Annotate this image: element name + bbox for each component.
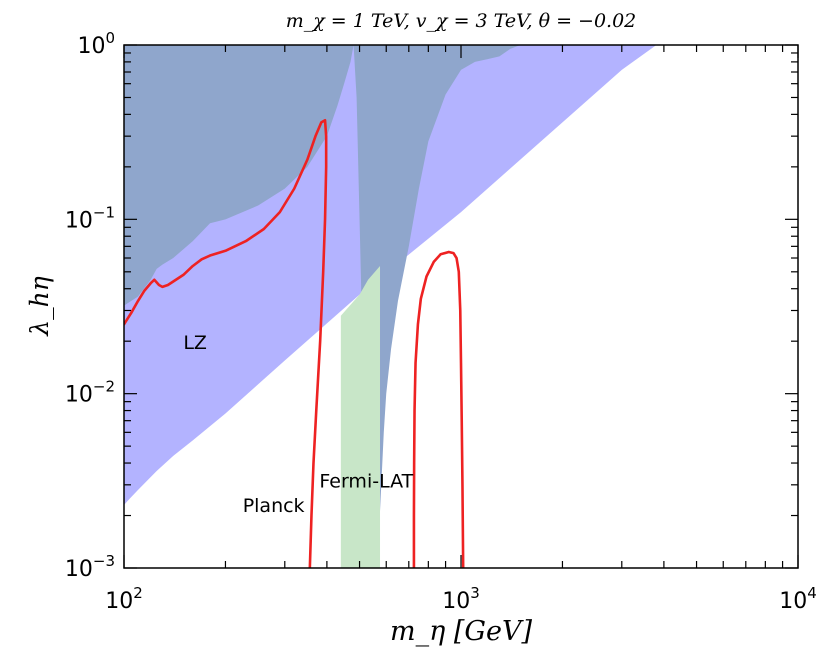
y-axis-label: λ_hη <box>25 276 54 336</box>
x-tick-base: 10 <box>105 589 133 614</box>
region-label-lz: LZ <box>183 332 207 354</box>
y-tick-base: 10 <box>65 557 93 582</box>
region-label-planck: Planck <box>243 495 305 517</box>
series-line-1 <box>124 118 328 568</box>
y-tick-base: 10 <box>65 383 93 408</box>
y-tick-exponent: −1 <box>93 203 115 221</box>
x-tick-label: 102 <box>105 584 143 614</box>
regions-layer <box>124 45 657 568</box>
x-tick-exponent: 4 <box>807 584 817 602</box>
y-tick-label: 10−3 <box>65 552 115 582</box>
chart-title: m_χ = 1 TeV, v_χ = 3 TeV, θ = −0.02 <box>286 10 637 32</box>
y-tick-base: 10 <box>65 208 93 233</box>
x-tick-label: 104 <box>779 584 817 614</box>
x-tick-exponent: 2 <box>133 584 143 602</box>
x-tick-base: 10 <box>779 589 807 614</box>
y-tick-base: 10 <box>77 34 105 59</box>
region-labels: LZ Planck Fermi-LAT <box>183 332 413 517</box>
region-fermi-lat <box>340 265 381 568</box>
plot-frame <box>123 44 799 569</box>
axis-ticks <box>123 44 799 569</box>
x-axis-label: m_η [GeV] <box>390 616 532 647</box>
x-tick-exponent: 3 <box>470 584 480 602</box>
region-label-fermi-lat: Fermi-LAT <box>319 470 413 492</box>
x-tick-base: 10 <box>442 589 470 614</box>
y-tick-exponent: 0 <box>105 29 115 47</box>
y-tick-label: 10−2 <box>65 378 115 408</box>
y-tick-label: 10−1 <box>65 203 115 233</box>
y-tick-label: 100 <box>77 29 115 59</box>
y-tick-exponent: −2 <box>93 378 115 396</box>
series-line-2 <box>412 250 465 568</box>
region-planck <box>124 45 521 568</box>
series-layer <box>124 118 465 568</box>
x-tick-label: 103 <box>442 584 480 614</box>
y-tick-exponent: −3 <box>93 552 115 570</box>
